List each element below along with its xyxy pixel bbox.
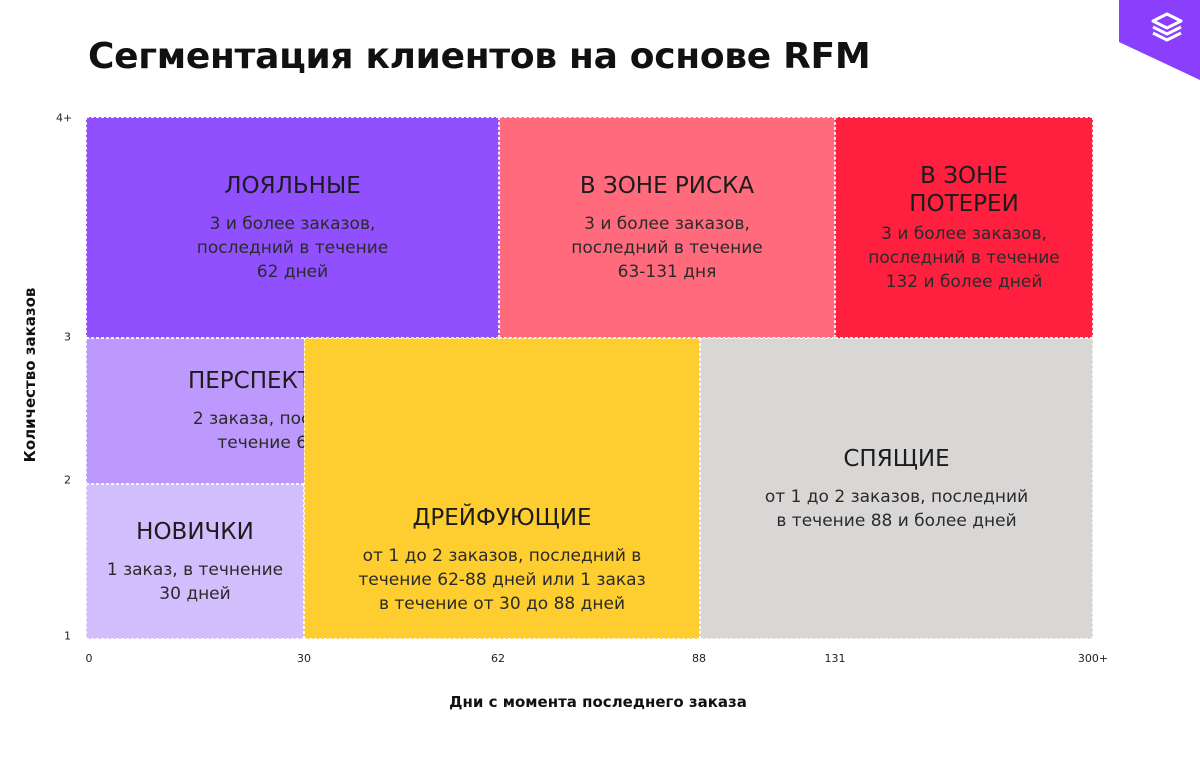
segment-description: 1 заказ, в течнение 30 дней <box>106 559 284 604</box>
segment-name: ДРЕЙФУЮЩИЕ <box>412 505 592 531</box>
segment-name: НОВИЧКИ <box>136 518 254 545</box>
y-tick-3: 3 <box>64 330 71 344</box>
segment-sleeping: СПЯЩИЕ от 1 до 2 заказов, последний в теч… <box>700 338 1093 639</box>
segment-loyal: ЛОЯЛЬНЫЕ 3 и более заказов, последний в т… <box>86 117 499 338</box>
page-title: Сегментация клиентов на основе RFM <box>88 36 871 77</box>
segment-name: В ЗОНЕ РИСКА <box>579 172 755 199</box>
y-tick-1: 1 <box>64 629 71 643</box>
segment-description: 3 и более заказов, последний в течение 63-… <box>571 213 763 282</box>
segment-description: от 1 до 2 заказов, последний в течение 62… <box>358 546 646 614</box>
segment-loss-zone: В ЗОНЕ ПОТЕРЕИ 3 и более заказов, последни… <box>835 117 1093 338</box>
segment-name: В ЗОНЕ ПОТЕРЕИ <box>909 162 1019 217</box>
x-tick-88: 88 <box>692 652 706 665</box>
x-tick-131: 131 <box>824 652 846 665</box>
stack-icon <box>1151 12 1183 42</box>
logo-background <box>1119 0 1200 80</box>
segment-description: 3 и более заказов, последний в течение 132… <box>868 223 1060 292</box>
segment-name: ЛОЯЛЬНЫЕ <box>224 172 361 199</box>
segment-newcomers: НОВИЧКИ 1 заказ, в течнение 30 дней <box>86 484 304 639</box>
x-axis-label: Дни с момента последнего заказа <box>449 693 747 711</box>
x-tick-30: 30 <box>297 652 311 665</box>
brand-logo <box>1119 0 1200 80</box>
y-axis-label: Количество заказов <box>21 287 39 463</box>
y-tick-2: 2 <box>64 473 71 487</box>
segment-description: от 1 до 2 заказов, последний в течение 88… <box>764 486 1029 531</box>
x-tick-300plus: 300+ <box>1077 652 1109 665</box>
y-tick-4plus: 4+ <box>56 111 73 125</box>
x-tick-62: 62 <box>491 652 505 665</box>
segment-description: 3 и более заказов, последний в течение 62 … <box>196 213 389 282</box>
segment-name: СПЯЩИЕ <box>843 445 950 472</box>
segment-at-risk: В ЗОНЕ РИСКА 3 и более заказов, последний… <box>499 117 835 338</box>
x-tick-0: 0 <box>85 652 93 665</box>
segment-drifting: ДРЕЙФУЮЩИЕ от 1 до 2 заказов, последний … <box>304 338 700 639</box>
